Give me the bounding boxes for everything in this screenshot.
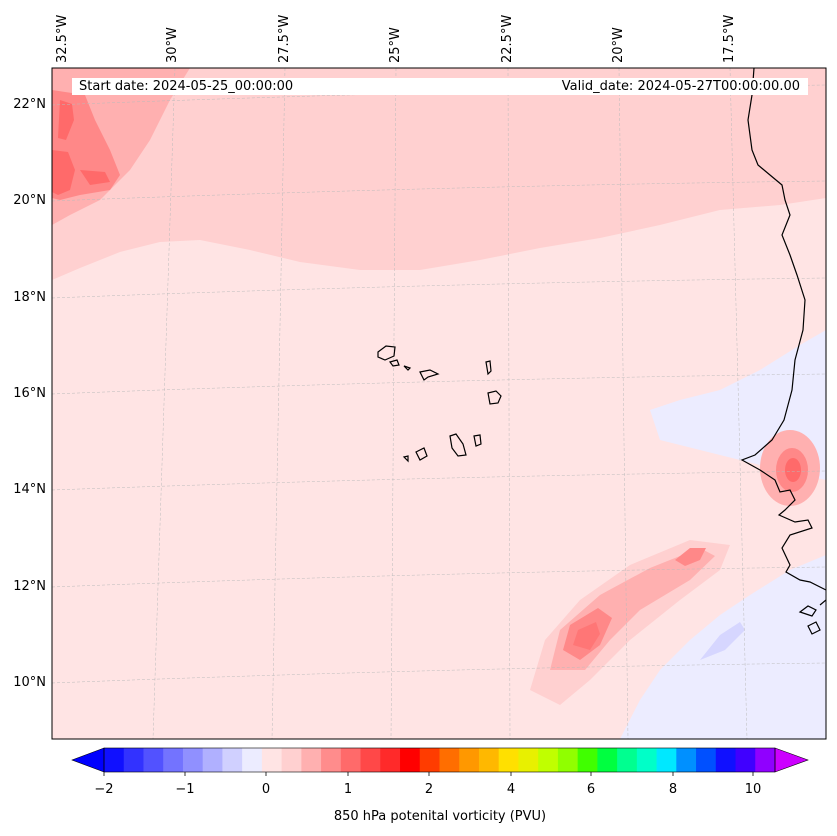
colorbar-tick-label: 4 [506,782,516,797]
colorbar-high-frame [774,747,809,773]
colorbar-segment [439,748,460,772]
colorbar-segment [380,748,401,772]
lon-label-17-5w: 17.5°W [722,14,737,63]
northern-pink-streak [260,128,360,150]
colorbar-segments [104,748,776,772]
colorbar-segment [696,748,717,772]
valid-date-text: Valid_date: 2024-05-27T00:00:00.00 [561,79,800,94]
africa-west-coast [740,68,826,591]
island-santa-luzia [403,365,412,371]
colorbar-segment [281,748,302,772]
colorbar-segment [518,748,539,772]
colorbar-low-frame [71,747,105,773]
colorbar-segment [577,748,598,772]
lat-label-10n: 10°N [13,675,46,690]
northern-red-patch-1 [52,150,75,195]
colorbar-extend-low [72,748,104,772]
lat-label-12n: 12°N [13,579,46,594]
lon-label-22-5w: 22.5°W [500,14,515,63]
lat-label-20n: 20°N [13,193,46,208]
bijagos-islands [798,599,826,635]
lon-label-25w: 25°W [388,27,403,63]
southeast-red-core-1 [573,622,600,650]
colorbar-segment [656,748,677,772]
colorbar-segment [755,748,776,772]
lat-label-16n: 16°N [13,386,46,401]
southern-blue-streak [700,622,745,660]
island-sao-nicolau [419,369,440,381]
lat-label-14n: 14°N [13,482,46,497]
colorbar-segment [242,748,263,772]
colorbar-segment [301,748,322,772]
colorbar-segment [400,748,421,772]
coastlines [377,68,826,635]
colorbar [71,747,809,776]
colorbar-segment [478,748,500,772]
colorbar-segment [222,748,243,772]
colorbar-segment [321,748,342,772]
island-santo-antao [377,345,396,361]
colorbar-segment [498,748,519,772]
northern-red-patch-3 [80,170,110,185]
island-maio [473,434,482,447]
colorbar-segment [617,748,638,772]
colorbar-tick-label: 8 [668,782,678,797]
colorbar-segment [419,748,440,772]
colorbar-segment [557,748,579,772]
colorbar-segment [715,748,737,772]
lon-label-30w: 30°W [165,27,180,63]
northern-pink-band [52,68,826,280]
lon-label-27-5w: 27.5°W [277,14,292,63]
lon-label-20w: 20°W [611,27,626,63]
island-fogo [415,447,428,461]
colorbar-segment [104,748,125,772]
northern-red-patch-2 [58,100,74,140]
lat-label-18n: 18°N [13,290,46,305]
lat-label-22n: 22°N [13,97,46,112]
colorbar-tick-label: 2 [424,782,434,797]
colorbar-segment [538,748,559,772]
colorbar-segment [163,748,184,772]
map-frame [51,67,827,740]
date-info-box: Start date: 2024-05-25_00:00:00 Valid_da… [72,78,808,95]
colorbar-segment [360,748,381,772]
colorbar-segment [340,748,362,772]
colorbar-tick-label: 10 [744,782,762,797]
island-sal [485,360,492,376]
southeast-red-core-2 [675,548,706,566]
coastal-red-core [785,458,801,482]
colorbar-segment [143,748,164,772]
colorbar-segment [182,748,204,772]
colorbar-tick-label: 1 [343,782,353,797]
pv-field [52,68,826,739]
colorbar-tick-label: −2 [94,782,114,797]
colorbar-segment [123,748,144,772]
colorbar-tick-label: 6 [586,782,596,797]
island-santiago [449,433,467,457]
colorbar-segment [597,748,618,772]
lon-label-32-5w: 32.5°W [55,14,70,63]
colorbar-segment [735,748,756,772]
colorbar-segment [676,748,697,772]
colorbar-ticks [103,772,754,776]
colorbar-title: 850 hPa potenital vorticity (PVU) [333,809,547,824]
island-sao-vicente [388,359,400,367]
colorbar-segment [261,748,283,772]
start-date-text: Start date: 2024-05-25_00:00:00 [79,79,294,94]
colorbar-segment [459,748,480,772]
colorbar-segment [202,748,223,772]
island-brava [402,455,409,463]
colorbar-tick-label: 0 [261,782,271,797]
colorbar-segment [636,748,658,772]
colorbar-extend-high [775,748,808,772]
colorbar-tick-label: −1 [175,782,195,797]
island-boa-vista [487,390,502,405]
